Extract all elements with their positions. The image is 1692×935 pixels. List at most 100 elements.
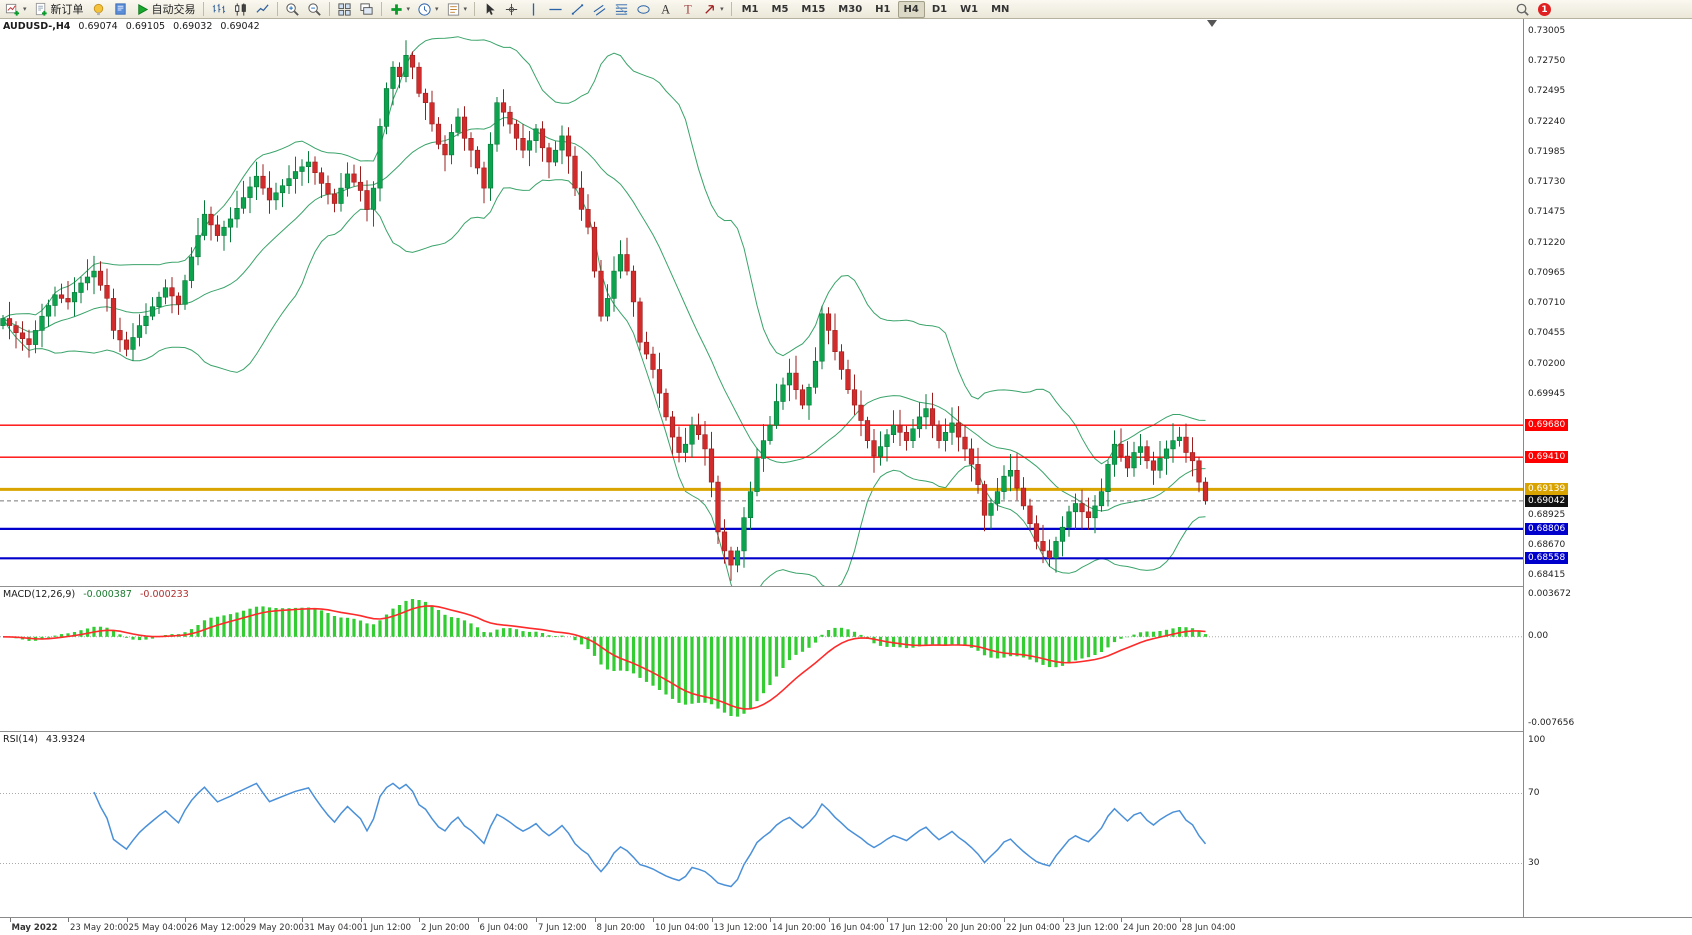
svg-text:T: T bbox=[684, 2, 692, 16]
bar-chart-mode-button[interactable] bbox=[208, 1, 229, 18]
price-tick-label: 0.71475 bbox=[1528, 207, 1566, 218]
candles bbox=[0, 40, 1209, 581]
tile-windows-button[interactable] bbox=[334, 1, 355, 18]
timeframe-m5-button[interactable]: M5 bbox=[771, 3, 789, 15]
macd-scale-label: -0.007656 bbox=[1528, 718, 1575, 728]
market-watch-button[interactable] bbox=[110, 1, 131, 18]
time-tick bbox=[770, 918, 771, 922]
price-level-label: 0.69680 bbox=[1525, 419, 1569, 432]
fibonacci-button[interactable] bbox=[611, 1, 632, 18]
text-icon: A bbox=[661, 2, 670, 16]
price-tick-label: 0.73005 bbox=[1528, 26, 1566, 36]
new-order-icon bbox=[35, 2, 47, 16]
high-value: 0.69105 bbox=[125, 21, 166, 32]
time-tick-label: 16 Jun 04:00 bbox=[830, 923, 885, 933]
chart-profiles-button[interactable] bbox=[88, 1, 109, 18]
price-level-label: 0.68806 bbox=[1525, 522, 1569, 535]
horizontal-line-button[interactable] bbox=[545, 1, 566, 18]
time-tick-label: 8 Jun 20:00 bbox=[596, 923, 646, 933]
periods-button[interactable]: ▾ bbox=[414, 1, 442, 18]
indicators-icon bbox=[390, 3, 402, 15]
macd-label: MACD(12,26,9) -0.000387 -0.000233 bbox=[3, 589, 194, 600]
text-button[interactable]: A bbox=[655, 1, 676, 18]
price-panel[interactable]: AUDUSD-,H4 0.69074 0.69105 0.69032 0.690… bbox=[0, 19, 1692, 586]
zoom-in-button[interactable] bbox=[282, 1, 303, 18]
arrows-icon bbox=[705, 4, 714, 14]
rsi-value: 43.9324 bbox=[45, 734, 86, 745]
arrows-button[interactable]: ▾ bbox=[699, 1, 727, 18]
rsi-line bbox=[93, 782, 1207, 888]
time-tick-label: 14 Jun 20:00 bbox=[772, 923, 826, 933]
zoom-in-icon bbox=[285, 2, 299, 16]
candlestick-mode-button[interactable] bbox=[230, 1, 251, 18]
vertical-line-button[interactable] bbox=[523, 1, 544, 18]
time-tick bbox=[360, 918, 362, 922]
trendline-button[interactable] bbox=[567, 1, 588, 18]
toolbar-separator bbox=[328, 2, 330, 16]
zoom-out-icon bbox=[307, 2, 321, 16]
rsi-label: RSI(14) 43.9324 bbox=[3, 734, 90, 745]
timeframe-h4-button[interactable]: H4 bbox=[897, 0, 925, 18]
low-value: 0.69032 bbox=[173, 21, 213, 32]
line-chart-mode-button[interactable] bbox=[252, 1, 273, 18]
price-tick-label: 0.72495 bbox=[1528, 86, 1566, 97]
price-tick-label: 0.68415 bbox=[1528, 570, 1566, 581]
shapes-button[interactable] bbox=[633, 1, 654, 18]
price-tick-label: 0.71220 bbox=[1528, 237, 1566, 248]
svg-text:A: A bbox=[661, 2, 670, 16]
timeframe-m30-button[interactable]: M30 bbox=[838, 3, 863, 15]
rsi-scale-label: 30 bbox=[1528, 857, 1540, 868]
macd-name: MACD(12,26,9) bbox=[3, 589, 76, 600]
timeframe-w1-button[interactable]: W1 bbox=[960, 3, 979, 15]
periods-icon bbox=[418, 2, 431, 16]
indicators-button[interactable]: ▾ bbox=[386, 1, 414, 18]
macd-value-signal: -0.000233 bbox=[139, 589, 189, 600]
time-axis[interactable]: May 2022 23 May 20:00 25 May 04:00 26 May 1… bbox=[0, 917, 1692, 935]
macd-plot[interactable] bbox=[0, 587, 1523, 732]
time-tick bbox=[302, 918, 303, 922]
zoom-out-button[interactable] bbox=[304, 1, 325, 18]
timeframe-h1-button[interactable]: H1 bbox=[875, 3, 891, 15]
price-level-label: 0.69410 bbox=[1525, 451, 1569, 464]
text-label-button[interactable]: T bbox=[677, 1, 698, 18]
line-chart-mode-icon bbox=[255, 3, 269, 13]
toolbar-separator bbox=[202, 2, 204, 16]
close-value: 0.69042 bbox=[220, 21, 260, 32]
macd-panel[interactable]: MACD(12,26,9) -0.000387 -0.000233 bbox=[0, 586, 1692, 731]
cursor-icon bbox=[486, 2, 495, 15]
chart-shift-marker[interactable] bbox=[1207, 20, 1217, 27]
timeframe-mn-button[interactable]: MN bbox=[991, 3, 1010, 15]
text-label-icon: T bbox=[684, 2, 692, 16]
crosshair-icon bbox=[505, 3, 518, 15]
new-order-label: 新订单 bbox=[50, 3, 84, 16]
autotrading-icon bbox=[137, 3, 148, 15]
time-tick-label: 22 Jun 04:00 bbox=[1006, 923, 1060, 933]
timeframe-d1-button[interactable]: D1 bbox=[931, 3, 948, 15]
price-tick-label: 0.70965 bbox=[1528, 267, 1566, 278]
equidistant-channel-button[interactable] bbox=[589, 1, 610, 18]
price-axis[interactable]: 0.73005 0.72750 0.72495 0.72240 0.71985 0.717… bbox=[1524, 19, 1692, 917]
price-tick-label: 0.72240 bbox=[1528, 116, 1566, 127]
price-chart-plot[interactable] bbox=[0, 19, 1523, 586]
search-button[interactable] bbox=[1512, 1, 1533, 18]
fibonacci-icon bbox=[615, 3, 628, 15]
new-chart-button[interactable]: ▾ bbox=[2, 1, 30, 18]
rsi-panel[interactable]: RSI(14) 43.9324 bbox=[0, 731, 1692, 917]
time-tick-label: 7 Jun 12:00 bbox=[538, 923, 587, 933]
time-tick bbox=[1004, 918, 1005, 922]
rsi-plot[interactable] bbox=[0, 732, 1523, 918]
horizontal-line-icon bbox=[549, 8, 562, 10]
templates-button[interactable]: ▾ bbox=[443, 1, 471, 18]
timeframe-m15-button[interactable]: M15 bbox=[801, 3, 826, 15]
crosshair-button[interactable] bbox=[501, 1, 522, 18]
cascade-windows-button[interactable] bbox=[356, 1, 377, 18]
market-watch-icon bbox=[114, 2, 126, 15]
notification-badge[interactable]: 1 bbox=[1538, 3, 1551, 16]
time-tick-label: 29 May 20:00 bbox=[245, 923, 304, 933]
new-order-button[interactable]: 新订单 bbox=[31, 1, 87, 18]
trendline-icon bbox=[571, 3, 584, 15]
timeframe-m1-button[interactable]: M1 bbox=[741, 3, 759, 15]
symbol-label: AUDUSD-,H4 bbox=[3, 21, 71, 32]
cursor-button[interactable] bbox=[479, 1, 500, 18]
autotrading-button[interactable]: 自动交易 bbox=[132, 1, 199, 18]
